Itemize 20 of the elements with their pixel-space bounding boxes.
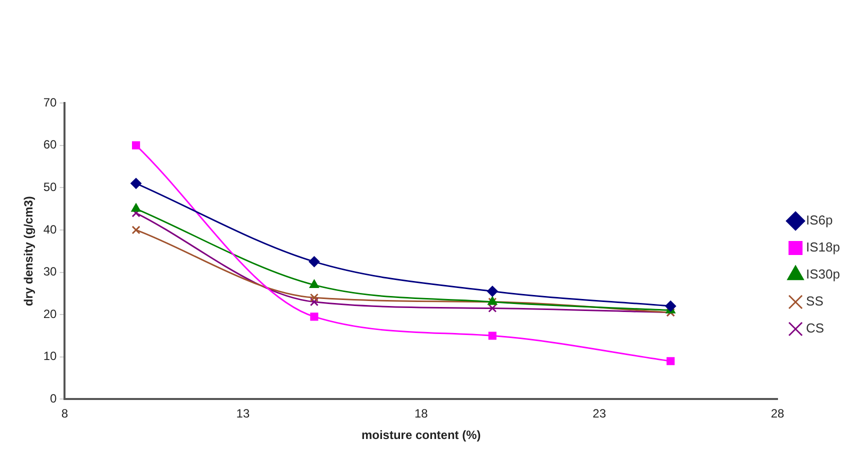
y-axis-title: dry density (g/cm3) [22, 196, 36, 306]
y-tick-label: 20 [43, 306, 58, 321]
y-tick-label: 60 [43, 138, 58, 152]
legend-label: IS6p [806, 212, 833, 228]
y-tick-label: 40 [43, 222, 58, 236]
y-tick-label: 30 [43, 264, 58, 279]
x-tick-label: 13 [236, 406, 250, 421]
y-tick-label: 10 [43, 349, 58, 364]
x-tick-label: 23 [592, 406, 606, 421]
legend-label: CS [806, 320, 824, 336]
legend-label: IS30p [806, 266, 840, 282]
y-tick-label: 50 [43, 180, 58, 194]
y-tick-label: 0 [50, 392, 58, 406]
y-tick-label: 70 [43, 95, 58, 110]
legend-label: SS [806, 294, 824, 309]
x-axis-title: moisture content (%) [361, 428, 481, 442]
x-tick-label: 18 [414, 406, 428, 421]
x-tick-label: 28 [770, 406, 785, 421]
x-tick-label: 8 [61, 406, 68, 421]
legend-label: IS18p [806, 240, 840, 255]
